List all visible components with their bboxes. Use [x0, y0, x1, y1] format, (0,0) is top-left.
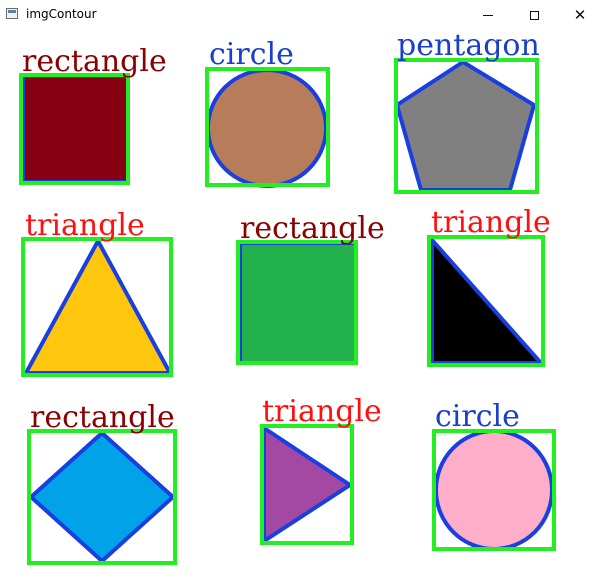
- bounding-box-9: [432, 429, 556, 551]
- shape-label-1: rectangle: [22, 44, 167, 79]
- shape-item-rectangle-2: rectangle: [236, 211, 385, 365]
- shape-item-pentagon: pentagon: [394, 30, 540, 194]
- shape-item-circle-2: circle: [432, 399, 556, 551]
- bounding-box-3: [394, 58, 539, 194]
- shape-item-triangle-3: triangle: [260, 394, 382, 545]
- shape-rectangle-2: [240, 243, 356, 363]
- bounding-box-2: [205, 67, 330, 187]
- shape-item-rectangle-3: rectangle: [27, 400, 177, 565]
- shape-circle-2: [434, 429, 554, 551]
- app-window-icon: [6, 8, 18, 19]
- shape-label-5: rectangle: [240, 211, 385, 246]
- close-button[interactable]: ✕: [557, 0, 603, 30]
- minimize-button[interactable]: [465, 0, 511, 30]
- shape-label-4: triangle: [25, 208, 145, 243]
- bounding-box-5: [236, 240, 358, 365]
- shape-circle-1: [206, 68, 328, 188]
- shape-item-triangle-2: triangle: [427, 205, 551, 367]
- shape-rectangle-1: [23, 76, 129, 182]
- shape-triangle-2: [430, 234, 546, 365]
- shape-label-7: rectangle: [30, 400, 175, 435]
- bounding-box-8: [260, 424, 354, 545]
- maximize-icon: [529, 10, 539, 20]
- bounding-box-6: [427, 235, 545, 367]
- close-icon: ✕: [573, 5, 587, 24]
- bounding-box-1: [19, 73, 130, 185]
- maximize-button[interactable]: [511, 0, 557, 30]
- title-bar: imgContour ✕: [0, 0, 603, 30]
- bounding-box-7: [27, 429, 177, 565]
- image-canvas: rectangle circle pentagon triangle recta…: [19, 30, 556, 565]
- shape-triangle-1: [22, 236, 174, 375]
- window-title: imgContour: [26, 7, 97, 21]
- shape-label-6: triangle: [431, 205, 551, 240]
- shape-label-8: triangle: [262, 394, 382, 429]
- shape-label-3: pentagon: [397, 30, 540, 63]
- shape-pentagon: [394, 59, 537, 192]
- shape-label-9: circle: [435, 399, 520, 434]
- shape-triangle-3: [262, 424, 354, 545]
- shape-item-triangle-1: triangle: [21, 208, 174, 377]
- bounding-box-4: [21, 237, 173, 377]
- shape-rectangle-3: [28, 430, 176, 564]
- shape-label-2: circle: [209, 37, 294, 72]
- shape-item-circle-1: circle: [205, 37, 330, 188]
- minimize-icon: [483, 14, 493, 16]
- shape-item-rectangle-1: rectangle: [19, 44, 167, 185]
